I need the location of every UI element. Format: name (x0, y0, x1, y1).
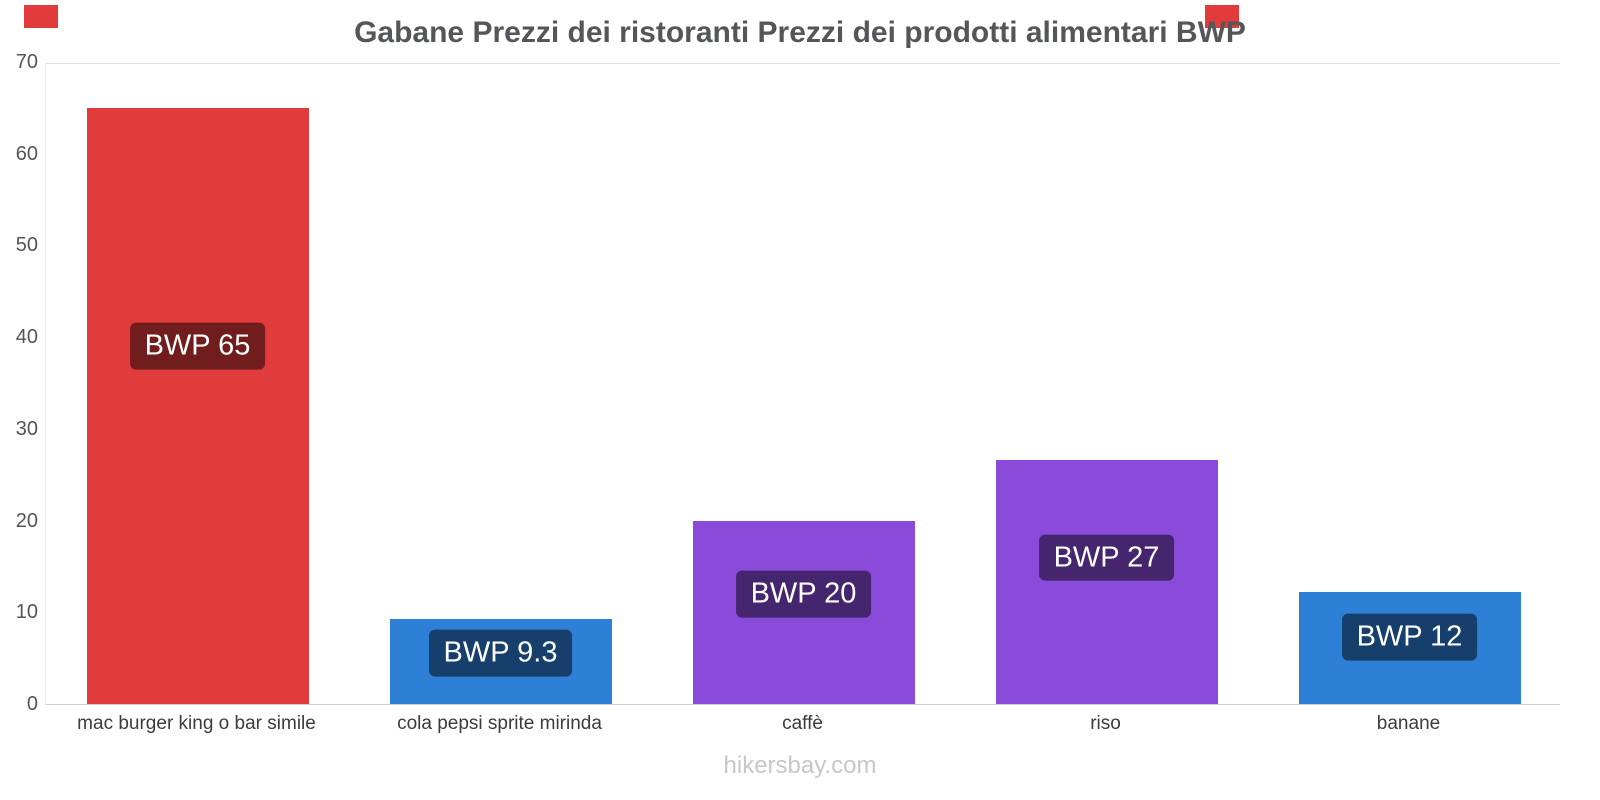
y-tick-label: 0 (26, 693, 38, 715)
y-tick-label: 50 (15, 234, 38, 257)
bar: BWP 65 (86, 107, 309, 704)
bar: BWP 9.3 (389, 618, 612, 704)
bar: BWP 20 (692, 520, 915, 704)
bar: BWP 12 (1298, 592, 1521, 704)
y-tick-label: 30 (15, 417, 38, 440)
plot-area: BWP 65 BWP 9.3 BWP 20 BWP 27 BWP 12 (45, 63, 1560, 705)
decoration-red-right (1205, 5, 1239, 28)
y-tick-label: 60 (15, 142, 38, 165)
decoration-red-left (24, 5, 58, 28)
x-tick-label: mac burger king o bar simile (77, 713, 316, 734)
x-tick-label: riso (1090, 713, 1121, 734)
bar-value-label: BWP 12 (1341, 613, 1478, 661)
bar-value-label: BWP 27 (1038, 534, 1175, 582)
x-tick-label: banane (1376, 713, 1441, 734)
x-tick-label: cola pepsi sprite mirinda (397, 713, 602, 734)
bar-value-label: BWP 20 (735, 570, 872, 618)
bar-value-label: BWP 9.3 (428, 629, 573, 677)
bar: BWP 27 (995, 460, 1218, 704)
bar-value-label: BWP 65 (129, 322, 266, 370)
y-tick-label: 40 (15, 326, 38, 349)
y-tick-label: 20 (15, 509, 38, 532)
y-tick-label: 10 (15, 601, 38, 624)
chart-title: Gabane Prezzi dei ristoranti Prezzi dei … (354, 16, 1246, 49)
x-tick-label: caffè (782, 713, 823, 734)
footer-watermark: hikersbay.com (723, 752, 877, 779)
y-tick-label: 70 (15, 51, 38, 73)
